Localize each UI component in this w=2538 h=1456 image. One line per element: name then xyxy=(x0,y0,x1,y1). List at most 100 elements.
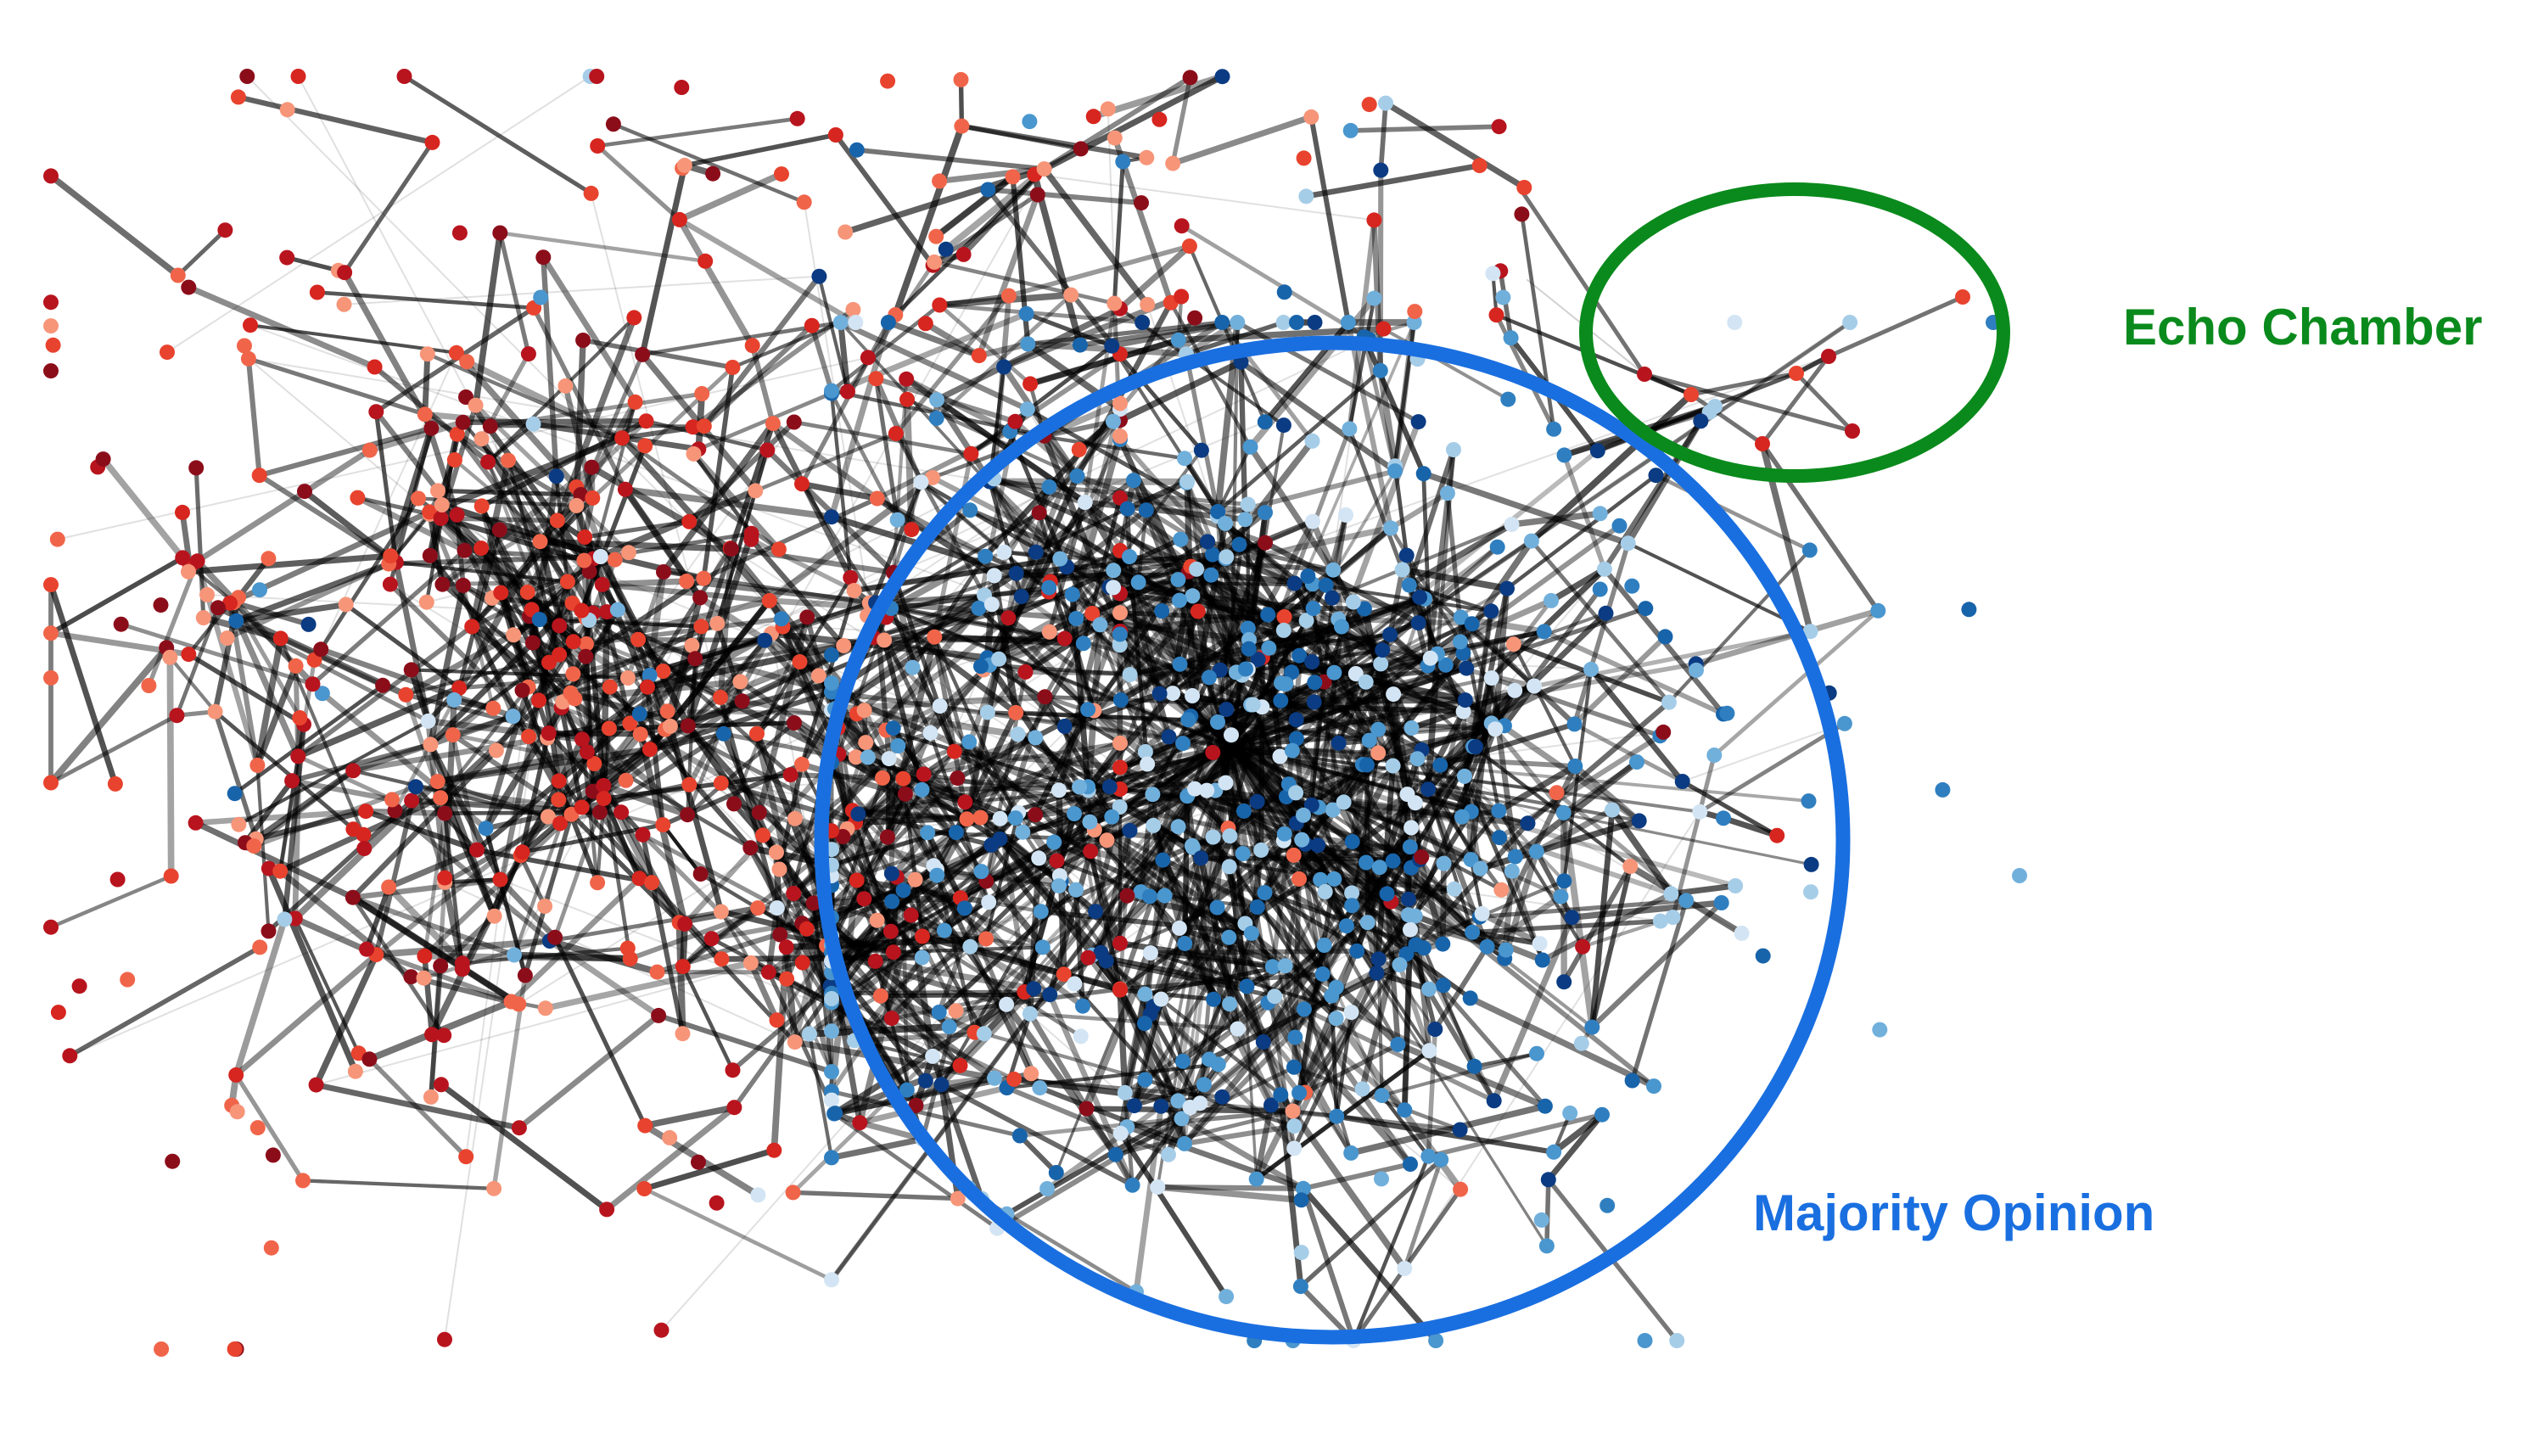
network-node xyxy=(434,497,450,512)
network-node xyxy=(531,612,547,628)
network-edge xyxy=(1347,1102,1549,1156)
network-node xyxy=(890,738,906,753)
network-edge xyxy=(590,192,782,936)
network-node xyxy=(1499,580,1515,596)
network-edge xyxy=(893,166,1047,317)
network-node xyxy=(1180,712,1196,728)
network-edge xyxy=(946,988,1028,1030)
network-node xyxy=(1427,1022,1443,1037)
network-node xyxy=(920,825,936,841)
network-node xyxy=(1122,667,1138,683)
network-node xyxy=(578,648,594,664)
network-node xyxy=(473,431,490,447)
network-edge xyxy=(427,582,467,748)
network-edge xyxy=(1197,744,1233,1106)
network-edge xyxy=(364,884,392,952)
network-edge xyxy=(676,171,785,223)
network-edge xyxy=(417,497,883,779)
network-node xyxy=(1719,705,1735,721)
network-edge xyxy=(439,463,596,588)
network-node xyxy=(381,879,397,895)
network-node xyxy=(1264,959,1280,975)
network-node xyxy=(824,509,839,525)
network-node xyxy=(575,333,591,348)
network-node xyxy=(933,1077,950,1093)
network-node xyxy=(473,498,490,514)
network-edge xyxy=(1118,316,1197,412)
network-node xyxy=(1193,442,1209,458)
network-node xyxy=(1068,611,1084,626)
network-node xyxy=(1237,512,1253,528)
network-edge xyxy=(1415,756,1482,871)
network-edge xyxy=(675,919,686,1038)
network-node xyxy=(1801,793,1817,809)
network-edge xyxy=(342,140,435,275)
network-edge xyxy=(497,876,558,941)
network-node xyxy=(1098,953,1114,969)
network-node xyxy=(656,564,671,580)
network-edge xyxy=(1074,473,1200,572)
network-node xyxy=(976,1026,992,1042)
network-node xyxy=(141,678,157,693)
network-node xyxy=(1203,567,1219,583)
network-node xyxy=(973,864,989,880)
network-node xyxy=(880,73,896,89)
network-node xyxy=(189,553,205,569)
network-node xyxy=(1538,1238,1555,1254)
network-edge xyxy=(1511,642,1577,769)
network-node xyxy=(698,253,714,269)
network-node xyxy=(464,619,480,635)
network-node xyxy=(938,241,954,257)
network-edge xyxy=(176,227,227,277)
network-edge xyxy=(1516,184,1647,377)
network-node xyxy=(261,923,277,939)
network-node xyxy=(1288,785,1304,801)
network-edge xyxy=(961,740,1123,805)
network-node xyxy=(1433,1151,1449,1168)
network-node xyxy=(1101,779,1118,795)
network-node xyxy=(620,545,636,561)
network-node xyxy=(1600,1197,1616,1213)
network-edge xyxy=(1229,745,1443,767)
network-node xyxy=(1620,535,1636,552)
network-node xyxy=(1031,505,1047,521)
network-edge xyxy=(440,582,573,696)
network-node xyxy=(1243,925,1259,941)
network-edge xyxy=(246,356,428,417)
network-edge xyxy=(541,255,559,479)
network-node xyxy=(916,766,932,782)
network-node xyxy=(1421,981,1437,997)
network-edge xyxy=(48,172,182,279)
network-node xyxy=(1336,794,1352,810)
network-node xyxy=(541,725,557,741)
network-node xyxy=(630,631,647,647)
network-edge xyxy=(799,482,878,605)
network-node xyxy=(640,679,655,695)
network-node xyxy=(824,991,839,1006)
network-node xyxy=(1375,321,1392,337)
network-edge xyxy=(639,162,688,358)
network-edge xyxy=(511,951,634,962)
network-node xyxy=(1546,1144,1562,1160)
network-node xyxy=(1048,1165,1064,1180)
network-edge xyxy=(185,284,378,370)
network-node xyxy=(1200,534,1216,550)
network-edge xyxy=(1493,586,1603,732)
network-edge xyxy=(451,732,597,766)
network-node xyxy=(1240,496,1256,512)
network-node xyxy=(1611,518,1628,534)
network-edge xyxy=(754,431,899,493)
network-node xyxy=(1099,832,1115,848)
network-node xyxy=(875,770,890,786)
network-node xyxy=(782,767,798,783)
network-node xyxy=(675,959,691,975)
network-node xyxy=(297,484,312,500)
network-node xyxy=(1190,603,1206,619)
network-node xyxy=(836,637,852,653)
network-node xyxy=(655,664,671,679)
network-node xyxy=(181,563,196,580)
network-node xyxy=(295,1173,311,1189)
network-node xyxy=(1293,1192,1309,1208)
network-node xyxy=(1142,945,1158,961)
network-node xyxy=(2012,868,2027,883)
